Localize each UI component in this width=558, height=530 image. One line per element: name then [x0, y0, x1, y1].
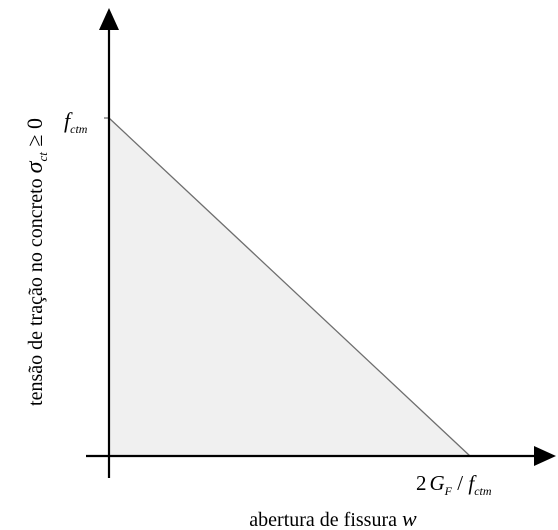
x-tick-symbol-f: f — [468, 471, 477, 495]
y-axis-label-relation: ≥ 0 — [22, 118, 47, 152]
y-tick-subscript: ctm — [70, 122, 88, 136]
y-axis-label-text: tensão de tração no concreto — [25, 173, 47, 406]
x-tick-separator: / — [452, 471, 468, 495]
x-axis-label-text: abertura de fissura — [249, 509, 402, 530]
y-axis-label: tensão de tração no concreto σct ≥ 0 — [22, 118, 50, 406]
y-axis-arrow — [99, 8, 119, 30]
x-tick-subscript-ctm: ctm — [474, 484, 492, 498]
softening-line — [108, 117, 471, 457]
y-tick-label: fctm — [64, 108, 88, 136]
x-axis-arrow — [534, 446, 556, 466]
y-axis-label-symbol: σ — [22, 160, 48, 173]
x-tick-label: 2 GF / fctm — [416, 471, 492, 498]
x-tick-subscript-f: F — [444, 484, 453, 498]
x-tick-symbol-g: G — [430, 471, 445, 495]
y-axis-label-subscript: ct — [35, 152, 50, 162]
x-tick-prefix: 2 — [416, 471, 427, 495]
x-axis-label-symbol: w — [402, 506, 417, 530]
y-tick-symbol: f — [64, 108, 73, 133]
x-axis-label: abertura de fissura w — [249, 506, 417, 530]
